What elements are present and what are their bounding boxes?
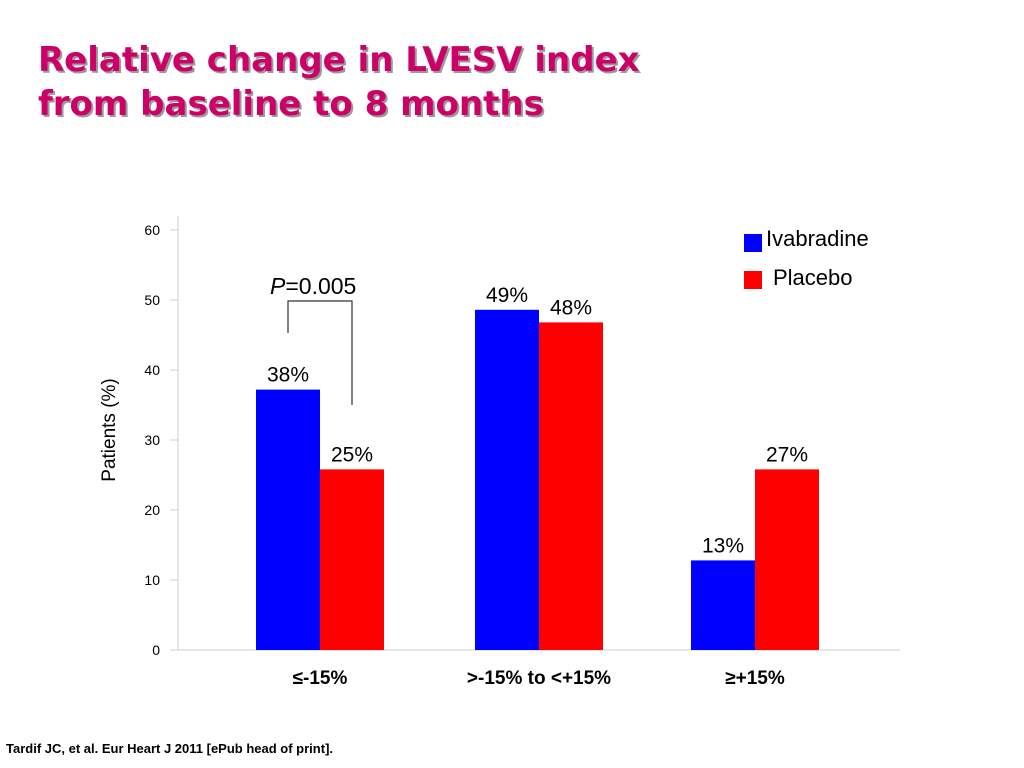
citation-footnote: Tardif JC, et al. Eur Heart J 2011 [ePub… bbox=[6, 741, 334, 756]
data-label-placebo-0: 25% bbox=[331, 443, 373, 466]
x-category-label-1: >-15% to <+15% bbox=[467, 668, 611, 689]
y-tick-label: 10 bbox=[144, 572, 160, 588]
data-label-ivabradine-2: 13% bbox=[702, 534, 744, 557]
y-tick-label: 60 bbox=[144, 222, 160, 238]
bar-placebo-1 bbox=[539, 322, 603, 650]
x-category-label-2: ≥+15% bbox=[725, 668, 785, 689]
p-value-annotation: P=0.005 bbox=[270, 273, 356, 299]
legend-label-ivabradine: Ivabradine bbox=[766, 226, 869, 251]
significance-bracket bbox=[287, 300, 353, 405]
bar-ivabradine-2 bbox=[691, 560, 755, 650]
data-label-placebo-1: 48% bbox=[550, 296, 592, 319]
bar-placebo-2 bbox=[755, 469, 819, 650]
x-category-label-0: ≤-15% bbox=[293, 668, 348, 689]
y-tick-label: 20 bbox=[144, 502, 160, 518]
data-label-ivabradine-1: 49% bbox=[486, 284, 528, 307]
bar-ivabradine-1 bbox=[475, 309, 539, 650]
bar-placebo-0 bbox=[320, 469, 384, 650]
legend-swatch-ivabradine bbox=[744, 234, 762, 252]
y-tick-label: 30 bbox=[144, 432, 160, 448]
data-label-ivabradine-0: 38% bbox=[267, 364, 309, 387]
y-axis-label: Patients (%) bbox=[99, 378, 120, 481]
y-tick-label: 0 bbox=[152, 642, 160, 658]
legend-swatch-placebo bbox=[744, 271, 762, 289]
slide-title-line-2: from baseline to 8 months bbox=[38, 84, 544, 124]
legend-label-placebo: Placebo bbox=[773, 265, 853, 290]
bar-ivabradine-0 bbox=[256, 389, 320, 650]
slide-title-line-1: Relative change in LVESV index bbox=[38, 40, 640, 80]
data-label-placebo-2: 27% bbox=[766, 443, 808, 466]
y-tick-label: 50 bbox=[144, 292, 160, 308]
y-tick-label: 40 bbox=[144, 362, 160, 378]
slide-title: Relative change in LVESV index from base… bbox=[38, 38, 640, 126]
